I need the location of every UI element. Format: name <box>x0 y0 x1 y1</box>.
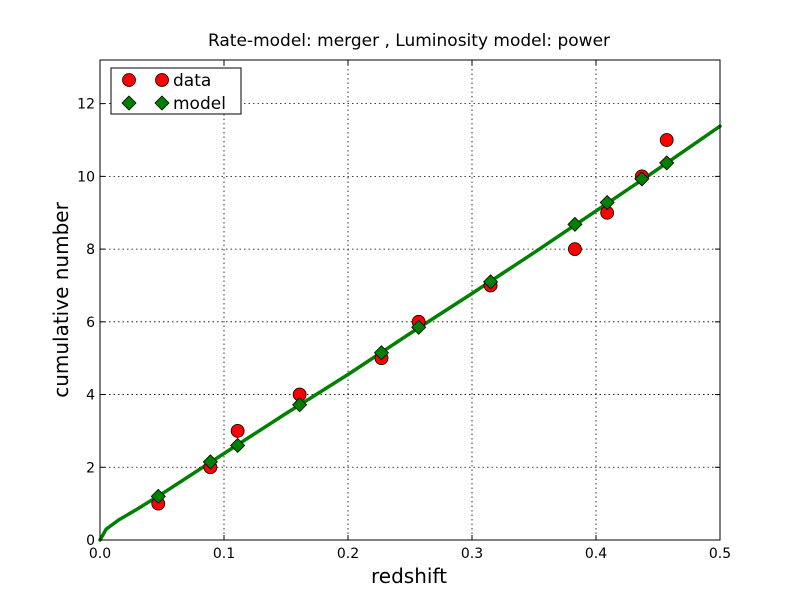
legend-marker <box>122 73 136 87</box>
y-axis-label: cumulative number <box>49 201 73 397</box>
grid <box>100 60 720 540</box>
model-point <box>292 397 308 413</box>
y-tick-label: 2 <box>86 460 95 476</box>
y-tick-label: 6 <box>86 315 95 331</box>
legend-label: data <box>173 71 211 91</box>
y-tick-label: 10 <box>77 169 95 185</box>
model-point <box>411 319 427 335</box>
x-tick-label: 0.3 <box>461 546 483 562</box>
legend: data model <box>110 67 242 115</box>
model-point <box>483 274 499 290</box>
model-point <box>599 194 615 211</box>
model-point <box>150 488 166 504</box>
data-point <box>568 242 582 256</box>
model-curve <box>98 124 722 542</box>
model-point <box>634 171 650 187</box>
y-tick-label: 4 <box>86 388 95 404</box>
model-point <box>373 345 390 361</box>
legend-item-model: model <box>121 94 226 114</box>
model-point <box>230 437 246 454</box>
y-tick-label: 12 <box>77 97 95 113</box>
x-tick-label: 0.2 <box>337 546 359 562</box>
legend-item-data: data <box>122 71 211 91</box>
data-point <box>230 424 245 438</box>
markers <box>150 133 675 511</box>
legend-label: model <box>173 94 226 114</box>
data-point <box>659 133 674 147</box>
model-point <box>202 454 218 470</box>
ticks: 0.0 0.1 0.2 0.3 0.4 0.5 0 2 4 6 8 10 12 <box>77 60 731 562</box>
x-tick-label: 0.1 <box>213 546 235 562</box>
y-tick-label: 8 <box>86 242 95 258</box>
plot-area <box>100 60 720 540</box>
x-tick-label: 0.5 <box>709 546 731 562</box>
legend-marker <box>121 95 137 111</box>
model-curve-layer <box>98 124 722 542</box>
plot-frame <box>99 59 721 541</box>
chart-title: Rate-model: merger , Luminosity model: p… <box>208 31 610 51</box>
y-tick-label: 0 <box>86 533 95 549</box>
x-tick-label: 0.4 <box>585 546 607 562</box>
legend-marker <box>155 73 169 87</box>
legend-marker <box>154 95 170 111</box>
x-tick-label: 0.0 <box>89 546 111 562</box>
model-point <box>659 155 675 171</box>
model-point <box>567 216 583 232</box>
x-axis-label: redshift <box>371 564 447 588</box>
